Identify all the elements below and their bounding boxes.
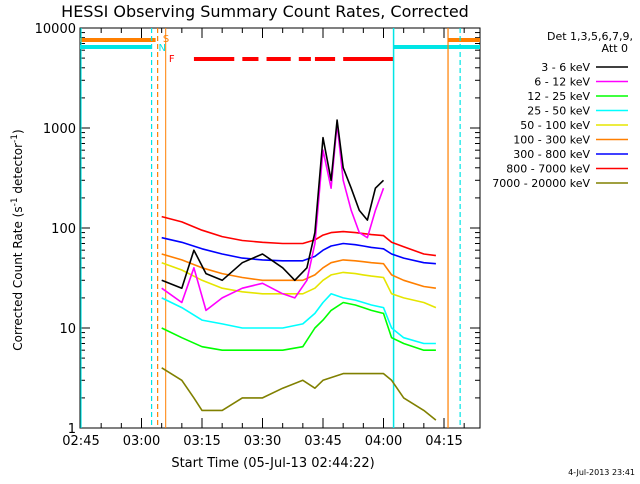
flare-flag-label: F bbox=[169, 54, 175, 65]
y-tick-label: 1 bbox=[68, 422, 76, 437]
footer-date: 4-Jul-2013 23:41 bbox=[568, 468, 635, 477]
series-line-12-25-kev bbox=[161, 301, 436, 351]
series-line-100-300-kev bbox=[161, 253, 437, 289]
plot-data-area bbox=[80, 28, 480, 428]
x-tick-label: 04:15 bbox=[425, 434, 462, 449]
series-line-7000-20000-kev bbox=[161, 367, 437, 421]
legend-label: 3 - 6 keV bbox=[541, 61, 590, 74]
legend-label: 300 - 800 keV bbox=[513, 148, 590, 161]
series-line-800-7000-kev bbox=[161, 215, 437, 257]
series-line-25-50-kev bbox=[161, 293, 436, 345]
plot-frame bbox=[79, 27, 481, 429]
y-tick-label: 1000 bbox=[43, 122, 76, 137]
x-tick-label: 03:30 bbox=[244, 434, 281, 449]
legend-label: 6 - 12 keV bbox=[534, 76, 590, 89]
y-tick-label: 100 bbox=[51, 222, 76, 237]
legend-label: 12 - 25 keV bbox=[527, 90, 590, 103]
y-tick-label: 10 bbox=[59, 322, 76, 337]
legend-label: 7000 - 20000 keV bbox=[492, 177, 590, 190]
series-line-6-12-kev bbox=[161, 123, 385, 312]
legend-label: 25 - 50 keV bbox=[527, 105, 590, 118]
x-tick-label: 03:15 bbox=[183, 434, 220, 449]
legend-header-detectors: Det 1,3,5,6,7,9, bbox=[547, 30, 633, 43]
x-tick-label: 04:00 bbox=[365, 434, 402, 449]
x-axis-label: Start Time (05-Jul-13 02:44:22) bbox=[171, 456, 374, 471]
legend-label: 100 - 300 keV bbox=[513, 134, 590, 147]
saa-flag-label: S bbox=[163, 34, 169, 45]
series-line-50-100-kev bbox=[161, 261, 437, 309]
chart-title: HESSI Observing Summary Count Rates, Cor… bbox=[61, 2, 469, 21]
y-axis-label: Corrected Count Rate (s-1 detector-1) bbox=[10, 129, 25, 350]
legend-label: 800 - 7000 keV bbox=[506, 163, 590, 176]
night-flag-label: N bbox=[158, 43, 165, 54]
series-line-300-800-kev bbox=[161, 236, 436, 265]
legend-header-attenuator: Att 0 bbox=[602, 42, 628, 55]
y-tick-label: 10000 bbox=[35, 22, 76, 37]
x-tick-label: 03:45 bbox=[304, 434, 341, 449]
legend-label: 50 - 100 keV bbox=[520, 119, 590, 132]
x-tick-label: 03:00 bbox=[123, 434, 160, 449]
series-line-3-6-kev bbox=[161, 119, 385, 289]
x-tick-label: 02:45 bbox=[62, 434, 99, 449]
